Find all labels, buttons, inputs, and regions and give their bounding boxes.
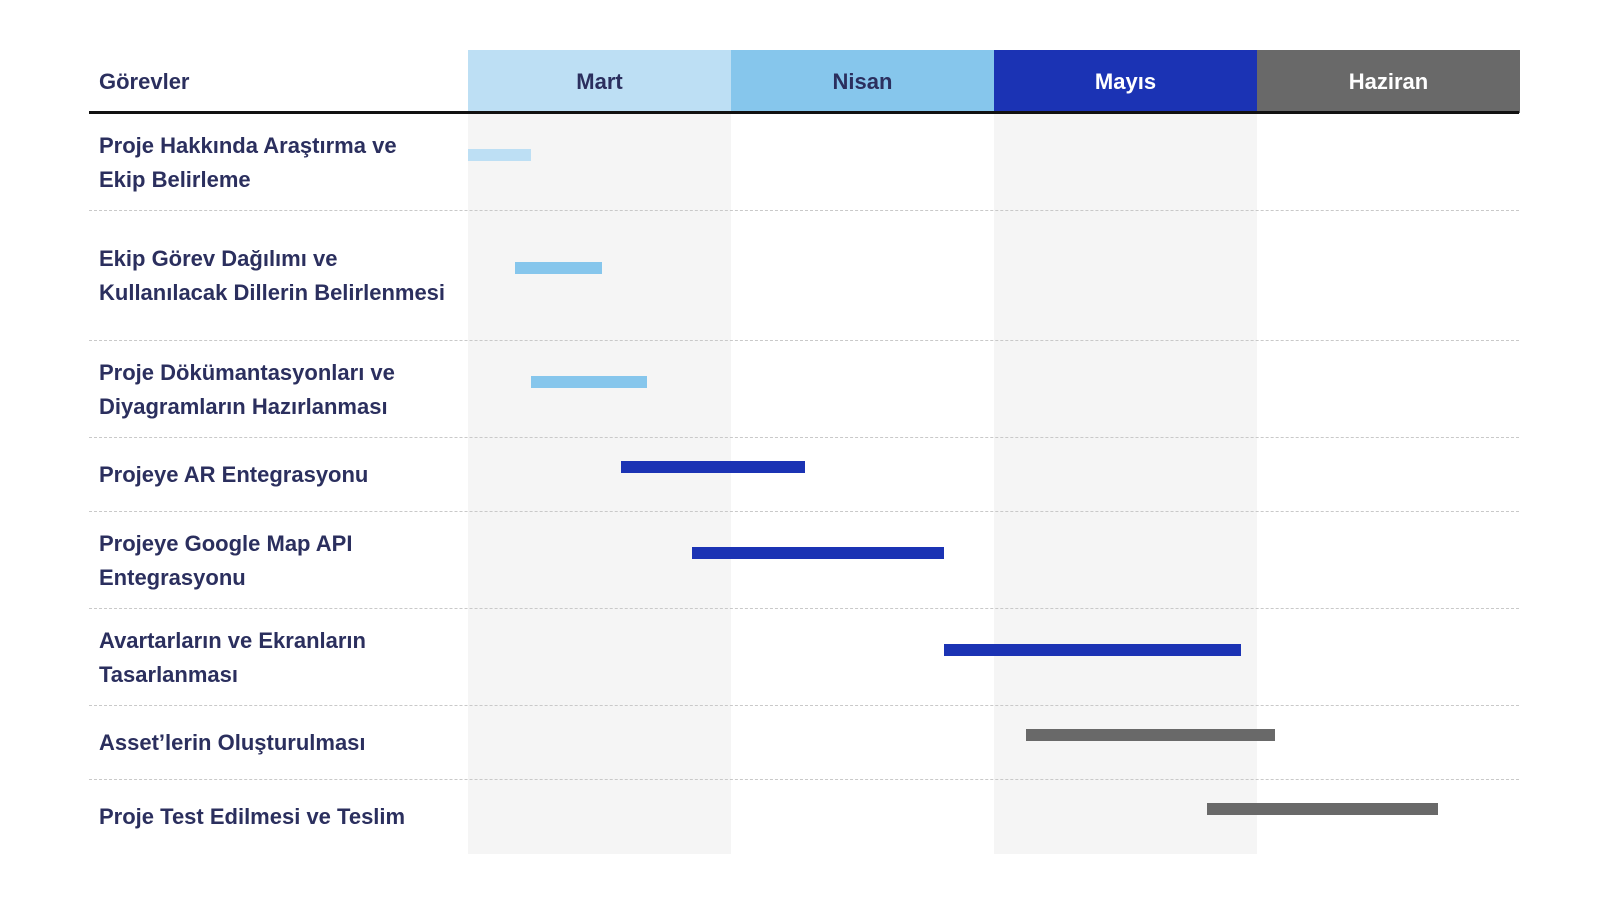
row-separator — [89, 779, 1519, 780]
task-label: Projeye AR Entegrasyonu — [99, 462, 369, 487]
row-separator — [89, 340, 1519, 341]
task-row: Avartarların ve Ekranların Tasarlanması — [89, 609, 1519, 706]
month-band-3 — [1257, 113, 1520, 854]
tasks-column-header: Görevler — [99, 68, 190, 94]
task-row: Proje Hakkında Araştırma ve Ekip Belirle… — [89, 114, 1519, 211]
task-row: Asset’lerin Oluşturulması — [89, 706, 1519, 780]
row-separator — [89, 437, 1519, 438]
task-label: Ekip Görev Dağılımı ve Kullanılacak Dill… — [99, 246, 446, 305]
task-bar — [1025, 729, 1276, 741]
task-row: Ekip Görev Dağılımı ve Kullanılacak Dill… — [89, 211, 1519, 341]
month-header-2: Mayıs — [994, 50, 1257, 113]
task-label: Projeye Google Map API Entegrasyonu — [99, 530, 353, 590]
task-row: Proje Test Edilmesi ve Teslim — [89, 780, 1519, 854]
task-bar — [691, 546, 945, 559]
month-header-1: Nisan — [731, 50, 994, 113]
row-separator — [89, 705, 1519, 706]
task-bar — [468, 148, 532, 161]
task-bar — [515, 262, 603, 274]
task-bar — [944, 643, 1242, 656]
month-header-0: Mart — [468, 50, 731, 113]
task-bar — [1207, 803, 1439, 815]
task-label: Proje Test Edilmesi ve Teslim — [99, 804, 406, 829]
task-row: Projeye Google Map API Entegrasyonu — [89, 512, 1519, 609]
header-divider — [89, 111, 1519, 114]
task-label: Asset’lerin Oluşturulması — [99, 730, 366, 755]
row-separator — [89, 608, 1519, 609]
task-label: Avartarların ve Ekranların Tasarlanması — [99, 627, 366, 687]
task-row: Proje Dökümantasyonları ve Diyagramların… — [89, 341, 1519, 438]
task-label: Proje Dökümantasyonları ve Diyagramların… — [99, 359, 395, 419]
task-bar — [531, 375, 647, 388]
task-bar — [620, 461, 805, 473]
row-separator — [89, 210, 1519, 211]
month-band-1 — [731, 113, 994, 854]
task-row: Projeye AR Entegrasyonu — [89, 438, 1519, 512]
month-band-0 — [468, 113, 731, 854]
row-separator — [89, 511, 1519, 512]
month-header-3: Haziran — [1257, 50, 1520, 113]
task-label: Proje Hakkında Araştırma ve Ekip Belirle… — [99, 132, 397, 192]
